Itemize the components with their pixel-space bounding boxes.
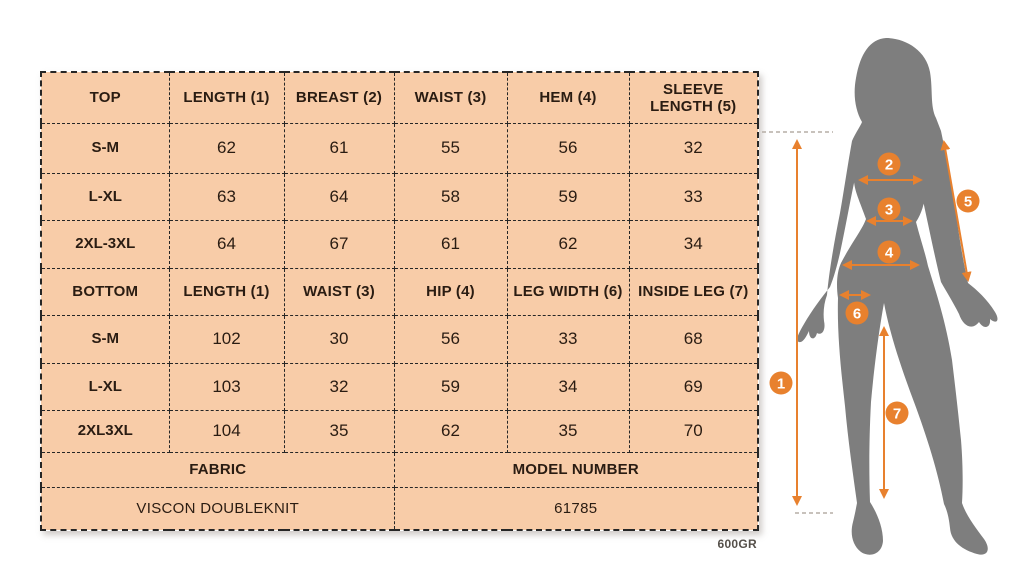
- measurement-diagram: 1 2 3 4 5 6 7: [762, 38, 998, 555]
- svg-text:5: 5: [964, 194, 972, 211]
- column-header: SLEEVE LENGTH (5): [628, 71, 759, 124]
- column-header: BREAST (2): [283, 71, 395, 124]
- measurement-value-cell: 61: [393, 219, 508, 269]
- table-row: L-XL 103 32 59 34 69: [40, 362, 759, 411]
- fabric-value-cell: VISCON DOUBLEKNIT: [40, 486, 395, 531]
- measurement-value-cell: 32: [283, 362, 395, 411]
- fabric-weight-note: 600GR: [717, 537, 757, 551]
- svg-text:1: 1: [777, 376, 785, 393]
- measurement-value-cell: 103: [168, 362, 285, 411]
- column-header: INSIDE LEG (7): [628, 267, 759, 316]
- measurement-value-cell: 55: [393, 122, 508, 174]
- marker-circle-3: 3: [877, 197, 901, 221]
- svg-text:4: 4: [885, 245, 894, 262]
- table-row: 2XL-3XL 64 67 61 62 34: [40, 219, 759, 269]
- marker-circle-1: 1: [769, 371, 793, 395]
- svg-text:3: 3: [885, 202, 893, 219]
- measurement-value-cell: 59: [393, 362, 508, 411]
- marker-circle-7: 7: [885, 401, 909, 425]
- measurement-value-cell: 69: [628, 362, 759, 411]
- measurement-value-cell: 70: [628, 409, 759, 453]
- table-row: 2XL3XL 104 35 62 35 70: [40, 409, 759, 453]
- marker-circle-6: 6: [845, 301, 869, 325]
- top-section-header: TOP: [40, 71, 170, 124]
- measurement-value-cell: 102: [168, 314, 285, 364]
- measurement-value-cell: 62: [168, 122, 285, 174]
- column-header: WAIST (3): [393, 71, 508, 124]
- svg-text:6: 6: [853, 306, 861, 323]
- measurement-value-cell: 33: [506, 314, 630, 364]
- measurement-value-cell: 64: [283, 172, 395, 221]
- table-row: S-M 102 30 56 33 68: [40, 314, 759, 364]
- size-label-cell: 2XL-3XL: [40, 219, 170, 269]
- column-header: LENGTH (1): [168, 267, 285, 316]
- table-row: FABRIC MODEL NUMBER: [40, 451, 759, 488]
- measure-arrow-5-sleeve: [940, 140, 972, 282]
- size-label-cell: L-XL: [40, 172, 170, 221]
- table-row: S-M 62 61 55 56 32: [40, 122, 759, 174]
- measurement-value-cell: 63: [168, 172, 285, 221]
- marker-circle-5: 5: [956, 189, 980, 213]
- model-number-header-cell: MODEL NUMBER: [393, 451, 759, 488]
- column-header: LEG WIDTH (6): [506, 267, 630, 316]
- table-row: VISCON DOUBLEKNIT 61785: [40, 486, 759, 531]
- measurement-value-cell: 32: [628, 122, 759, 174]
- svg-text:2: 2: [885, 157, 893, 174]
- measurement-value-cell: 34: [628, 219, 759, 269]
- size-label-cell: L-XL: [40, 362, 170, 411]
- size-label-cell: S-M: [40, 122, 170, 174]
- female-figure-silhouette: [797, 38, 998, 555]
- measurement-value-cell: 62: [506, 219, 630, 269]
- column-header: LENGTH (1): [168, 71, 285, 124]
- measurement-value-cell: 56: [393, 314, 508, 364]
- measurement-value-cell: 64: [168, 219, 285, 269]
- table-row: BOTTOM LENGTH (1) WAIST (3) HIP (4) LEG WIDT…: [40, 267, 759, 316]
- measurement-value-cell: 30: [283, 314, 395, 364]
- measurement-value-cell: 104: [168, 409, 285, 453]
- model-number-value-cell: 61785: [393, 486, 759, 531]
- marker-circle-2: 2: [877, 152, 901, 176]
- marker-circle-4: 4: [877, 240, 901, 264]
- measurement-value-cell: 59: [506, 172, 630, 221]
- measurement-value-cell: 61: [283, 122, 395, 174]
- column-header: WAIST (3): [283, 267, 395, 316]
- size-chart-table: TOP LENGTH (1) BREAST (2) WAIST (3) HEM (4) S…: [40, 71, 759, 531]
- size-label-cell: S-M: [40, 314, 170, 364]
- measurement-value-cell: 58: [393, 172, 508, 221]
- bottom-section-header: BOTTOM: [40, 267, 170, 316]
- measurement-value-cell: 62: [393, 409, 508, 453]
- svg-text:7: 7: [893, 406, 901, 423]
- table-row: TOP LENGTH (1) BREAST (2) WAIST (3) HEM (4) S…: [40, 71, 759, 124]
- table-row: L-XL 63 64 58 59 33: [40, 172, 759, 221]
- measurement-value-cell: 68: [628, 314, 759, 364]
- measurement-value-cell: 34: [506, 362, 630, 411]
- measurement-value-cell: 67: [283, 219, 395, 269]
- column-header: HEM (4): [506, 71, 630, 124]
- measurement-value-cell: 35: [506, 409, 630, 453]
- measurement-value-cell: 33: [628, 172, 759, 221]
- size-label-cell: 2XL3XL: [40, 409, 170, 453]
- measurement-value-cell: 35: [283, 409, 395, 453]
- fabric-header-cell: FABRIC: [40, 451, 395, 488]
- measurement-value-cell: 56: [506, 122, 630, 174]
- column-header: HIP (4): [393, 267, 508, 316]
